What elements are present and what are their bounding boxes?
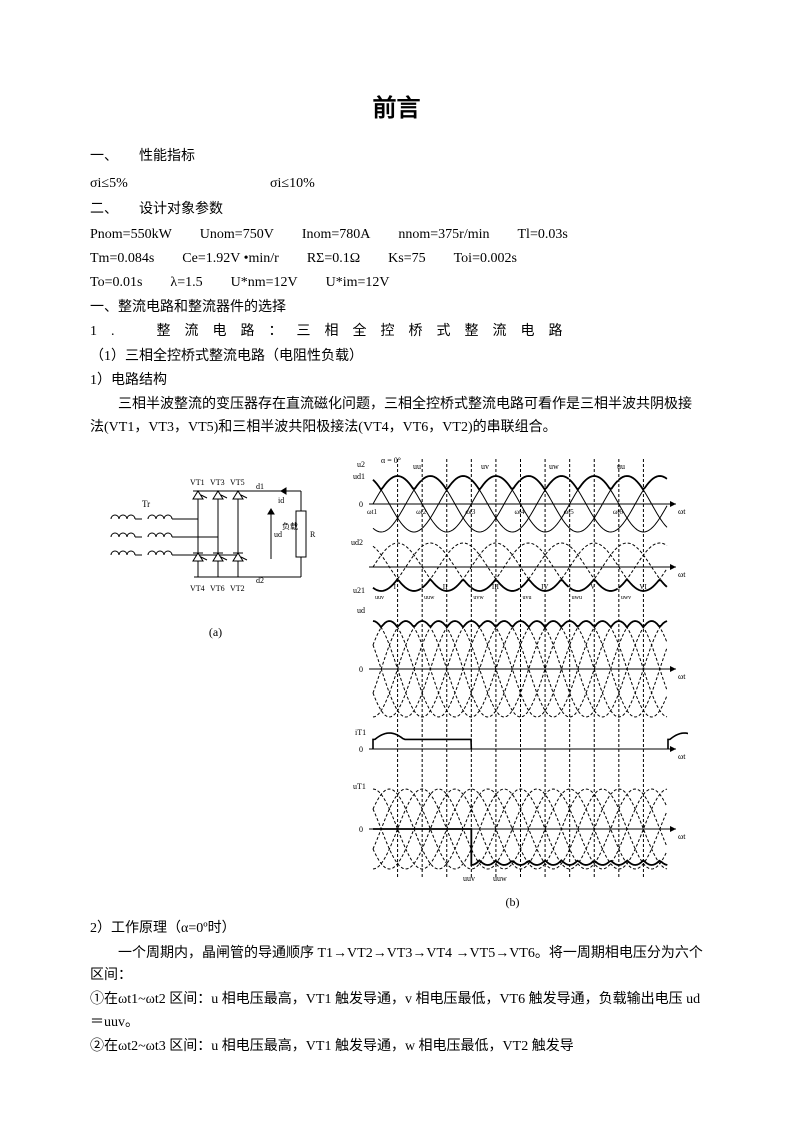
svg-text:uT1: uT1 [353,782,366,791]
svg-text:ωt2: ωt2 [416,508,427,516]
svg-text:u21: u21 [353,586,365,595]
svg-text:0: 0 [359,500,363,509]
svg-text:uu: uu [413,462,421,471]
sigma2: σi≤10% [270,173,315,195]
svg-text:VI: VI [639,583,647,591]
param-ce: Ce=1.92V •min/r [182,248,279,270]
p2-heading: 2）工作原理（α=0º时） [90,918,703,940]
param-inom: Inom=780A [302,224,371,246]
svg-text:ωt: ωt [678,832,686,841]
param-unom: Unom=750V [200,224,274,246]
svg-text:α = 0°: α = 0° [381,456,401,465]
item1: 1. 整流电路：三相全控桥式整流电路 [90,321,703,343]
p4: ②在ωt2~ωt3 区间：u 相电压最高，VT1 触发导通，w 相电压最低，VT… [90,1036,703,1058]
svg-text:ωt1: ωt1 [367,508,378,516]
svg-text:III: III [491,583,499,591]
svg-text:VT4: VT4 [190,584,205,593]
svg-text:VT6: VT6 [210,584,225,593]
svg-text:uu: uu [617,462,625,471]
svg-text:uuv: uuv [463,874,475,883]
caption-a: (a) [106,623,326,642]
param-uim: U*im=12V [326,272,390,294]
caption-b: (b) [338,893,688,912]
section3-heading: 一、整流电路和整流器件的选择 [90,297,703,319]
svg-text:uw: uw [549,462,559,471]
svg-text:uuv: uuv [375,595,384,601]
waveform-diagram: u2 α = 0° ud1 ωt 0 uu uv uw uu ωt1 ωt2 ωt3 ωt4 ωt5 ωt6… [338,449,688,889]
svg-text:0: 0 [359,665,363,674]
figure-container: TrVT1VT3VT5VT4VT6VT2d1d2idud负载R (a) u2α … [90,449,703,912]
svg-text:I: I [393,583,396,591]
svg-text:ωt: ωt [678,672,686,681]
svg-text:0: 0 [359,745,363,754]
svg-text:d1: d1 [256,482,264,491]
param-rs: RΣ=0.1Ω [307,248,360,270]
svg-text:0: 0 [359,825,363,834]
svg-text:ωt3: ωt3 [465,508,476,516]
svg-text:uwu: uwu [571,595,581,601]
svg-text:uuw: uuw [424,595,435,601]
svg-text:uwv: uwv [620,595,630,601]
svg-text:ud: ud [274,530,282,539]
svg-text:ωt4: ωt4 [514,508,525,516]
svg-text:ωt: ωt [678,570,686,579]
param-nnom: nnom=375r/min [398,224,489,246]
svg-text:II: II [442,583,447,591]
param-pnom: Pnom=550kW [90,224,172,246]
figure-b: u2 α = 0° ud1 ωt 0 uu uv uw uu ωt1 ωt2 ωt3 ωt4 ωt5 ωt6… [338,449,688,912]
param-ks: Ks=75 [388,248,425,270]
circuit-diagram: Tr VT1 VT3 VT5 VT4 VT6 VT2 d1 d2 id ud负载 R [106,449,326,619]
section2-heading: 二、 设计对象参数 [90,199,703,221]
svg-text:ωt: ωt [678,752,686,761]
svg-text:ωt6: ωt6 [612,508,623,516]
svg-text:V: V [590,583,595,591]
param-unm: U*nm=12V [231,272,298,294]
param-lambda: λ=1.5 [170,272,202,294]
svg-text:VT3: VT3 [210,478,225,487]
p3: ①在ωt1~ωt2 区间：u 相电压最高，VT1 触发导通，v 相电压最低，VT… [90,989,703,1034]
svg-text:Tr: Tr [142,499,150,509]
svg-text:uvu: uvu [522,595,531,601]
sigma1: σi≤5% [90,173,270,195]
svg-text:ωt: ωt [678,507,686,516]
page-title: 前言 [90,90,703,128]
svg-text:ud1: ud1 [353,472,365,481]
svg-text:id: id [278,496,284,505]
svg-text:u2: u2 [357,460,365,469]
svg-text:VT2: VT2 [230,584,245,593]
param-row-3: To=0.01s λ=1.5 U*nm=12V U*im=12V [90,272,703,294]
svg-text:VT5: VT5 [230,478,245,487]
svg-text:iT1: iT1 [355,728,366,737]
svg-text:ud2: ud2 [351,538,363,547]
param-to: To=0.01s [90,272,142,294]
p2: 一个周期内，晶闸管的导通顺序 T1→VT2→VT3→VT4 →VT5→VT6。将… [90,943,703,988]
param-row-1: Pnom=550kW Unom=750V Inom=780A nnom=375r… [90,224,703,246]
svg-text:uuw: uuw [493,874,507,883]
svg-text:R: R [310,530,316,539]
svg-text:ωt5: ωt5 [563,508,574,516]
p1-heading: 1）电路结构 [90,370,703,392]
p1: 三相半波整流的变压器存在直流磁化问题，三相全控桥式整流电路可看作是三相半波共阴极… [90,394,703,439]
svg-text:uvw: uvw [473,595,484,601]
figure-a: Tr VT1 VT3 VT5 VT4 VT6 VT2 d1 d2 id ud负载 R (a) [106,449,326,642]
section1-heading: 一、 性能指标 [90,146,703,168]
sub1: （1）三相全控桥式整流电路（电阻性负载） [90,346,703,368]
svg-text:d2: d2 [256,576,264,585]
svg-text:负载: 负载 [282,521,298,531]
svg-text:VT1: VT1 [190,478,205,487]
svg-text:IV: IV [541,583,548,591]
param-tm: Tm=0.084s [90,248,154,270]
svg-text:uv: uv [481,462,489,471]
svg-text:ud: ud [357,606,365,615]
param-row-2: Tm=0.084s Ce=1.92V •min/r RΣ=0.1Ω Ks=75 … [90,248,703,270]
param-toi: Toi=0.002s [454,248,517,270]
param-tl: Tl=0.03s [518,224,568,246]
